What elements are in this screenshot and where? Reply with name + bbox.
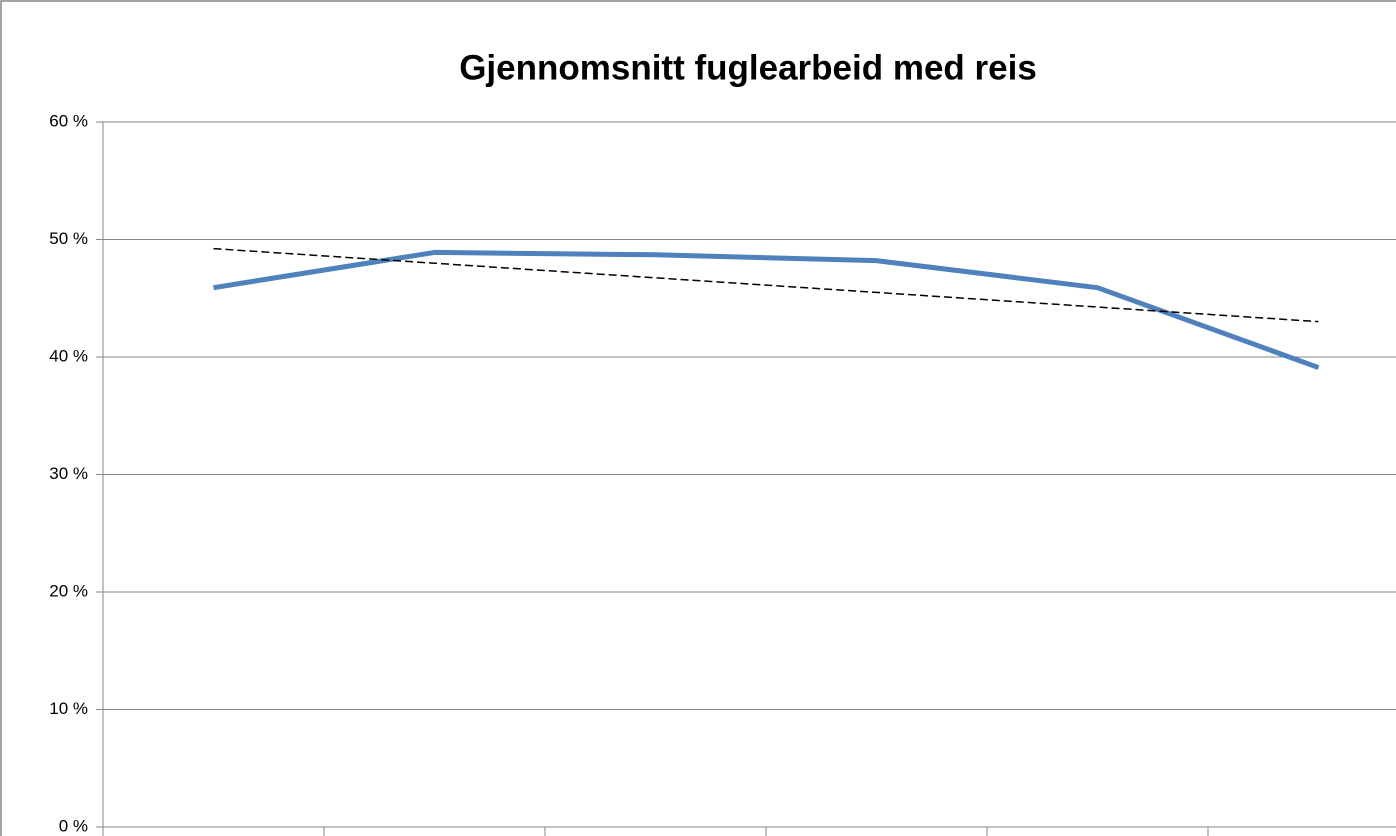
y-tick-label: 60 % <box>49 111 88 130</box>
chart-title: Gjennomsnitt fuglearbeid med reis <box>459 48 1037 87</box>
data-line <box>213 249 1320 370</box>
y-tick-label: 10 % <box>49 699 88 718</box>
trendline <box>213 247 1319 323</box>
y-tick-label: 30 % <box>49 464 88 483</box>
y-tick-label: 50 % <box>49 229 88 248</box>
y-tick-label: 0 % <box>59 816 88 835</box>
y-tick-label: 20 % <box>49 581 88 600</box>
y-tick-label: 40 % <box>49 346 88 365</box>
